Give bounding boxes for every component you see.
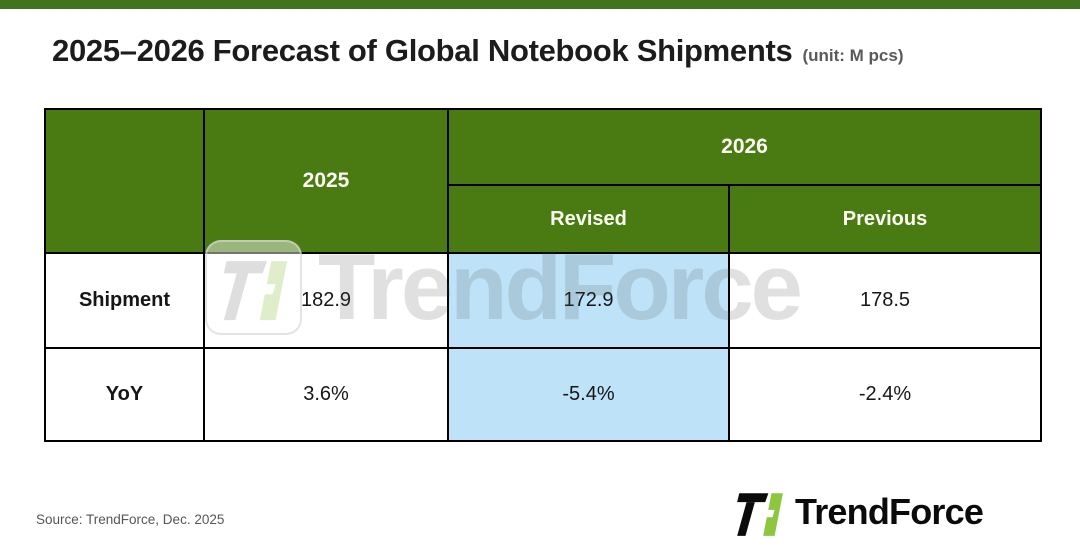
logo-text: TrendForce: [795, 491, 984, 532]
shipment-2026-previous-value: 178.5: [728, 252, 1042, 349]
trendforce-logo-icon: [733, 486, 785, 538]
col-header-revised: Revised: [447, 184, 730, 254]
col-header-2025: 2025: [203, 108, 449, 254]
shipment-2025-value: 182.9: [203, 252, 449, 349]
header-row-years: 2025 2026: [44, 108, 1042, 254]
page-title: 2025–2026 Forecast of Global Notebook Sh…: [52, 33, 793, 68]
yoy-2026-revised-value: -5.4%: [447, 347, 730, 442]
table-row-shipment: Shipment 182.9 172.9 178.5: [44, 252, 1042, 349]
header-row-sub: Revised Previous: [45, 184, 1042, 254]
unit-label: (unit: M pcs): [802, 46, 904, 65]
top-accent-bar: [0, 0, 1080, 9]
col-header-previous: Previous: [728, 184, 1042, 254]
row-label-yoy: YoY: [44, 347, 205, 442]
source-note: Source: TrendForce, Dec. 2025: [36, 512, 225, 527]
shipment-2026-revised-value: 172.9: [447, 252, 730, 349]
col-header-2026: 2026: [447, 108, 1042, 186]
row-label-shipment: Shipment: [44, 252, 205, 349]
yoy-2026-previous-value: -2.4%: [728, 347, 1042, 442]
corner-cell: [44, 108, 205, 254]
trendforce-logo: TrendForce: [733, 486, 984, 538]
forecast-table: 2025 2026 Revised Previous Shipment 182.…: [44, 108, 1042, 442]
table-row-yoy: YoY 3.6% -5.4% -2.4%: [44, 347, 1042, 442]
yoy-2025-value: 3.6%: [203, 347, 449, 442]
title-row: 2025–2026 Forecast of Global Notebook Sh…: [52, 33, 904, 69]
